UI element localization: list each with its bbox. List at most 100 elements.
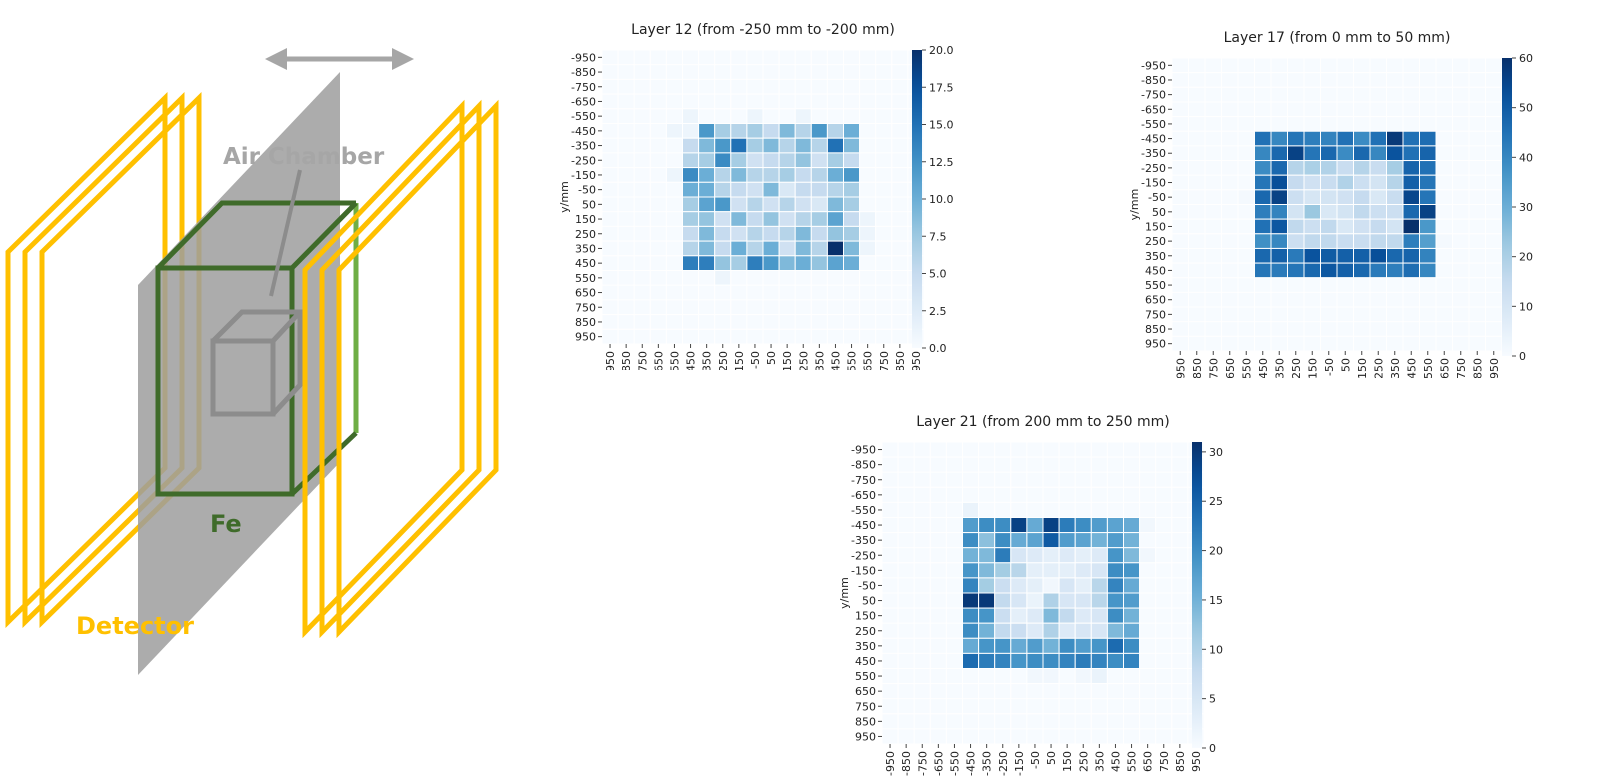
heatmap-cell [1369,247,1387,264]
heatmap-cell [778,225,796,242]
heatmap-cell [1171,592,1189,609]
heatmap-cell [617,64,635,80]
heatmap-layer-21: Layer 21 (from 200 mm to 250 mm)-950-850… [840,414,1223,776]
heatmap-cell [762,93,780,110]
heatmap-cell [897,471,915,488]
heatmap-cell [1303,174,1321,191]
heatmap-cell [978,668,996,685]
heatmap-cell [601,108,619,125]
y-tick-label: 950 [855,730,876,743]
heatmap-cell [1320,189,1338,206]
heatmap-cell [962,668,980,685]
y-tick-label: 650 [575,287,596,300]
heatmap-cell [633,64,651,80]
heatmap-cell [1237,321,1255,337]
x-tick-label: -150 [733,351,746,370]
heatmap-cell [1090,547,1108,564]
heatmap-cell [1171,247,1189,264]
double-arrow-icon [265,48,414,70]
heatmap-cell [633,93,651,110]
heatmap-cell [1204,57,1222,74]
heatmap-cell [1042,592,1060,609]
x-tick-label: -850 [620,351,633,370]
heatmap-cell [1123,471,1141,488]
heatmap-cell [1485,189,1503,206]
heatmap-cell [1435,86,1453,103]
heatmap-cell [1123,532,1141,549]
heatmap-cell [1171,204,1189,220]
heatmap-cell [698,78,716,95]
heatmap-cell [633,211,651,227]
heatmap-cell [649,240,667,257]
heatmap-cell [1204,233,1222,249]
heatmap-cell [665,152,684,169]
heatmap-cell [1171,57,1189,74]
heatmap-cell [1353,174,1371,191]
heatmap-cell [1485,174,1503,191]
heatmap-cell [1303,86,1321,103]
heatmap-cell [1468,277,1486,293]
heatmap-cell [1188,306,1206,323]
heatmap-cell [1435,233,1453,249]
heatmap-cell [730,299,748,316]
heatmap-layer-12: Layer 12 (from -250 mm to -200 mm)-950-8… [560,22,954,370]
heatmap-cell [1237,57,1255,74]
heatmap-cell [1435,57,1453,74]
heatmap-cell [1320,57,1338,74]
heatmap-cell [994,441,1012,458]
heatmap-cell [875,123,893,139]
x-tick-label: -850 [900,751,913,776]
heatmap-cell [978,637,996,654]
heatmap-cell [1058,698,1076,715]
heatmap-cell [1010,486,1028,503]
heatmap-cell [1270,262,1288,279]
heatmap-cell [978,486,996,503]
heatmap-cell [1303,321,1321,337]
heatmap-cell [962,637,980,654]
heatmap-cell [945,501,964,519]
heatmap-cell [1139,517,1157,534]
heatmap-cell [1468,335,1486,352]
heatmap-cell [1042,622,1060,639]
heatmap-cell [978,517,996,534]
heatmap-cell [1074,532,1092,549]
heatmap-cell [1237,204,1255,220]
heatmap-cell [826,181,844,198]
heatmap-cell [1270,291,1288,308]
heatmap-cell [1402,130,1420,147]
heatmap-cell [1221,291,1239,308]
heatmap-cell [762,78,780,95]
heatmap-cell [1221,145,1239,162]
y-tick-label: -250 [1141,162,1166,175]
heatmap-cell [649,196,667,213]
heatmap-cell [1254,101,1272,118]
x-tick-label: 950 [1488,358,1501,378]
heatmap-cell [633,299,651,316]
y-tick-label: 450 [1145,264,1166,277]
heatmap-cell [945,607,964,624]
heatmap-cell [1419,218,1437,235]
heatmap-cell [897,728,915,745]
heatmap-cell [1237,116,1255,132]
heatmap-cell [1221,306,1239,323]
heatmap-cell [1123,637,1141,654]
heatmap-cell [859,108,877,125]
heatmap-cell [1204,335,1222,352]
heatmap-cell [746,49,764,66]
heatmap-cell [810,328,828,345]
heatmap-cell [962,562,980,579]
heatmap-cell [1353,57,1371,74]
heatmap-cell [994,471,1012,488]
heatmap-cell [1237,277,1255,293]
heatmap-cell [1171,486,1189,503]
heatmap-cell [778,255,796,272]
heatmap-cell [1010,471,1028,488]
y-tick-label: 250 [575,228,596,241]
heatmap-cell [633,137,651,154]
heatmap-cell [649,167,667,183]
heatmap-cell [1188,130,1206,147]
heatmap-cell [978,562,996,579]
heatmap-cell [994,592,1012,609]
heatmap-cell [1010,562,1028,579]
heatmap-cell [762,270,780,286]
